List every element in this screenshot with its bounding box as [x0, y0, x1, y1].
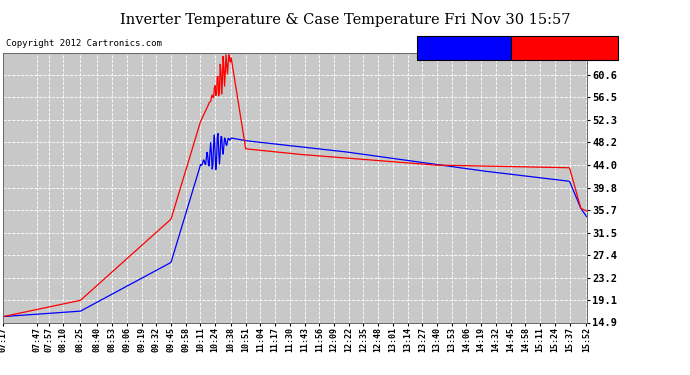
Text: Inverter Temperature & Case Temperature Fri Nov 30 15:57: Inverter Temperature & Case Temperature … — [120, 13, 570, 27]
Text: Inverter  (°C): Inverter (°C) — [514, 41, 589, 50]
Text: Copyright 2012 Cartronics.com: Copyright 2012 Cartronics.com — [6, 39, 161, 48]
Text: Case  (°C): Case (°C) — [421, 41, 475, 50]
